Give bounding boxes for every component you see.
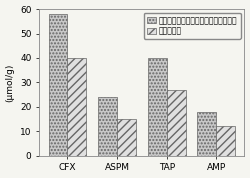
Legend: 磁性多级孔栗子壳炭球基表面印迹材料, 非印迹材料: 磁性多级孔栗子壳炭球基表面印迹材料, 非印迹材料 bbox=[144, 13, 240, 39]
Y-axis label: (μmol/g): (μmol/g) bbox=[6, 63, 15, 102]
Bar bbox=[198, 112, 216, 156]
Bar bbox=[216, 126, 235, 156]
Bar bbox=[48, 14, 68, 156]
Bar bbox=[68, 58, 86, 156]
Bar bbox=[148, 58, 167, 156]
Bar bbox=[98, 97, 117, 156]
Bar bbox=[167, 90, 186, 156]
Bar bbox=[117, 119, 136, 156]
